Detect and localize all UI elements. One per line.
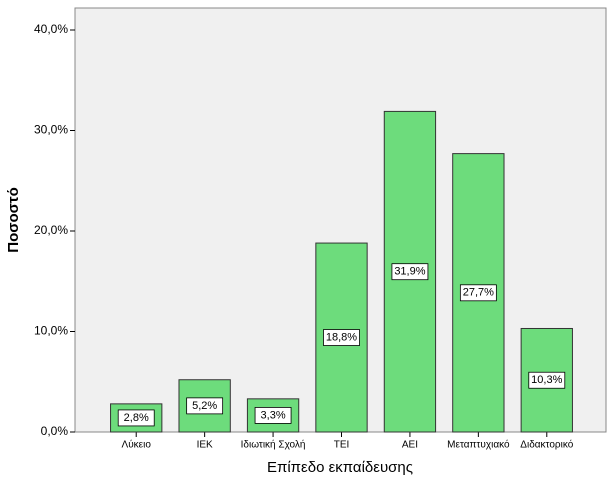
- y-tick-label: 30,0%: [34, 123, 68, 137]
- value-label: 10,3%: [531, 374, 562, 386]
- x-tick-label: ΤΕΙ: [334, 440, 350, 451]
- value-label: 18,8%: [326, 331, 357, 343]
- x-tick-label: Διδακτορικό: [520, 439, 573, 451]
- value-label-box: [186, 397, 224, 415]
- x-tick-label: ΙΕΚ: [197, 440, 213, 451]
- value-label: 27,7%: [463, 287, 494, 299]
- value-label-box: [323, 329, 360, 346]
- value-label: 3,3%: [261, 409, 286, 421]
- value-label: 31,9%: [394, 266, 425, 278]
- value-label-box: [254, 407, 292, 424]
- value-label-box: [459, 284, 497, 302]
- value-label-box: [528, 371, 566, 389]
- x-tick-label: Μεταπτυχιακό: [447, 439, 510, 451]
- y-tick-label: 0,0%: [41, 424, 69, 438]
- value-label: 2,8%: [124, 412, 149, 424]
- y-axis-title: Ποσοστό: [5, 187, 22, 253]
- y-tick-label: 20,0%: [34, 223, 68, 237]
- y-tick-label: 40,0%: [34, 22, 68, 36]
- value-label-box: [117, 409, 155, 427]
- y-tick-label: 10,0%: [34, 324, 68, 338]
- x-tick-label: Ιδιωτική Σχολή: [241, 439, 306, 451]
- value-label-box: [391, 263, 429, 281]
- x-axis-title: Επίπεδο εκπαίδευσης: [267, 459, 413, 476]
- value-label: 5,2%: [192, 400, 217, 412]
- x-tick-label: ΑΕΙ: [402, 440, 418, 451]
- x-tick-label: Λύκειο: [122, 439, 152, 451]
